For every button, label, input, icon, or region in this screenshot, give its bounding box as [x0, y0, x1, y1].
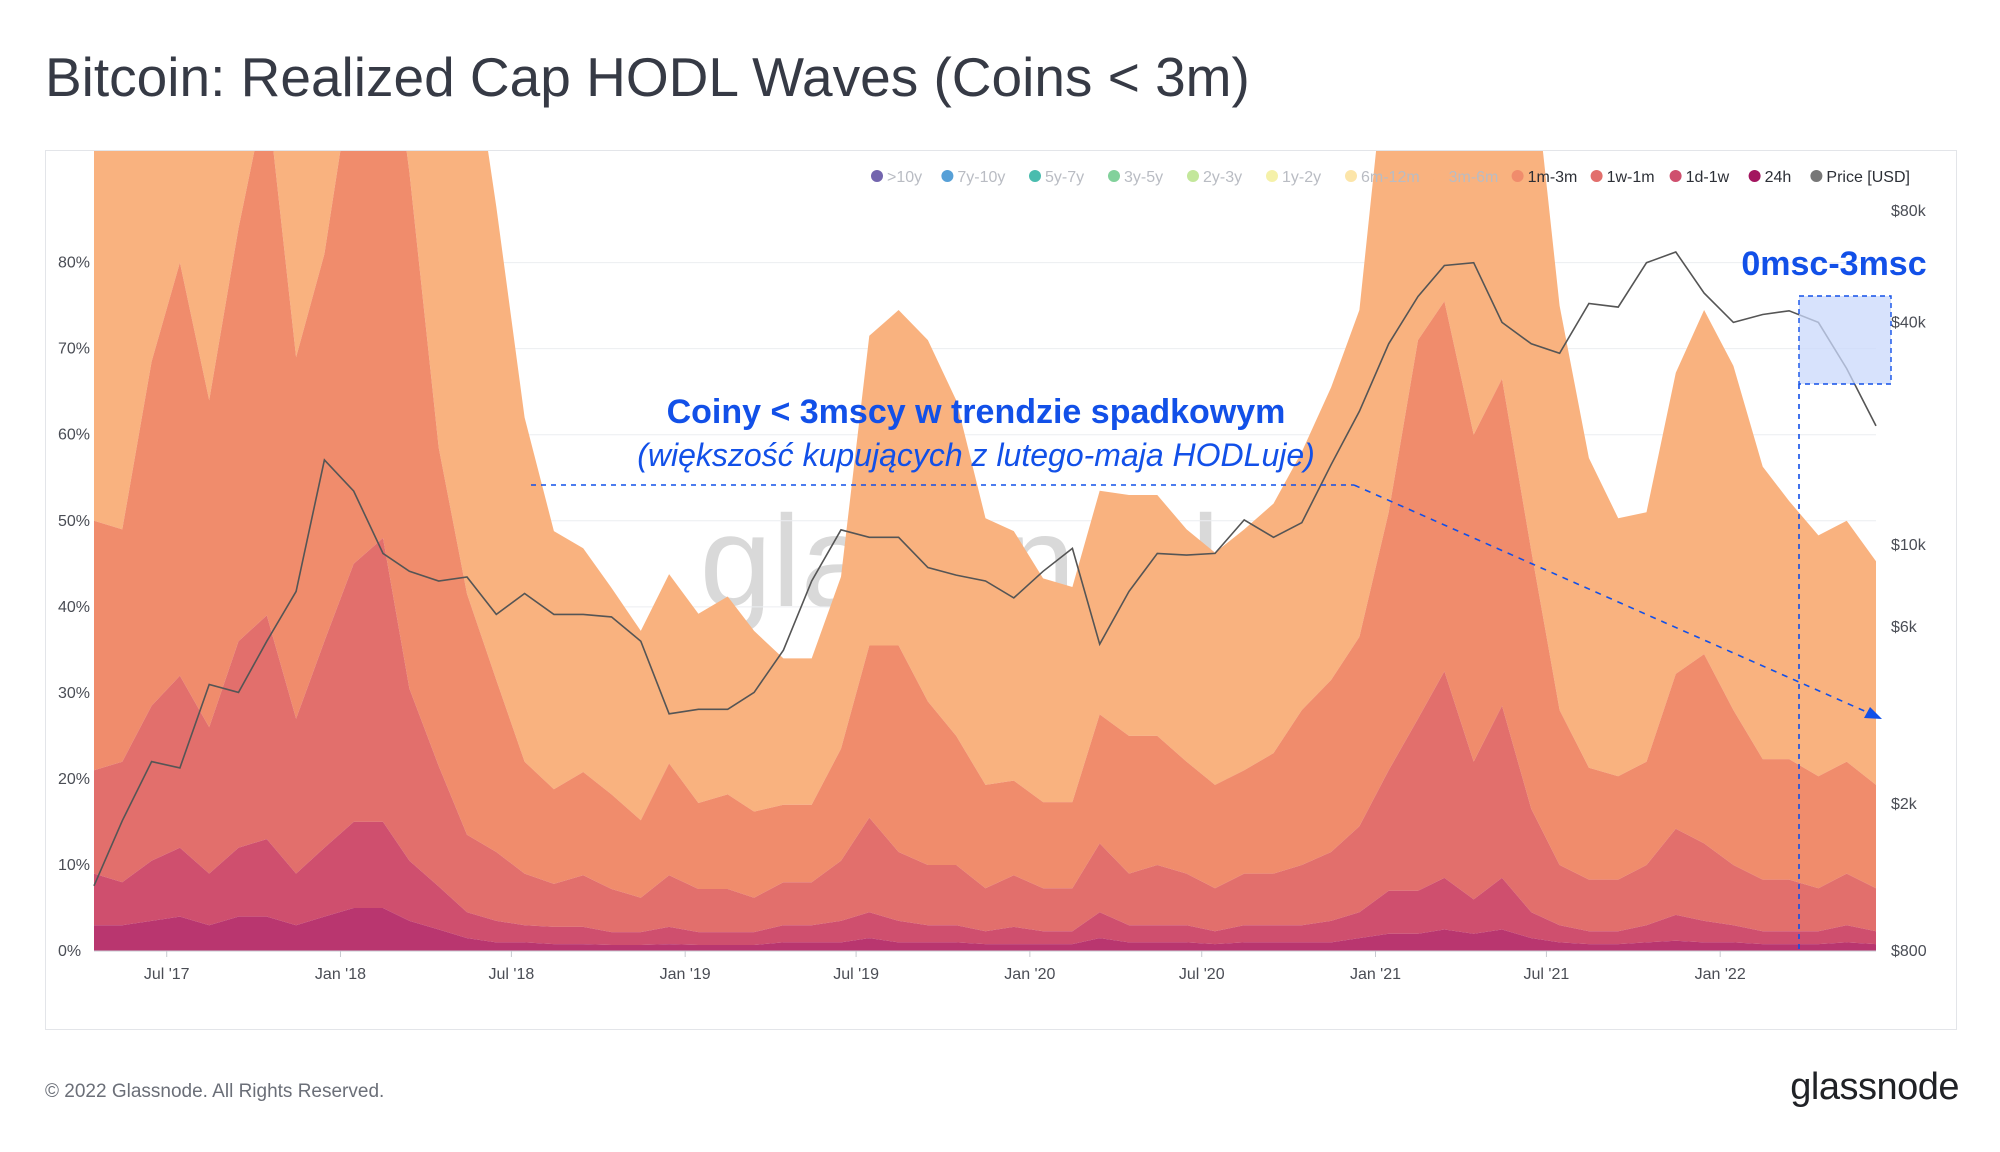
y-right-tick-label: $6k: [1891, 619, 1918, 636]
x-tick-label: Jan '19: [660, 966, 711, 983]
y-right-tick-label: $2k: [1891, 796, 1918, 813]
legend-label: 24h: [1765, 169, 1792, 186]
legend-item-1w-1m[interactable]: 1w-1m: [1590, 169, 1655, 186]
legend-item-7y-10y[interactable]: 7y-10y: [941, 169, 1005, 186]
legend-label: 3y-5y: [1124, 169, 1163, 186]
area-1w-1m: [94, 538, 1876, 933]
area-1m-3m: [94, 151, 1876, 898]
legend-dot-icon: [1187, 170, 1199, 182]
legend-dot-icon: [1266, 170, 1278, 182]
legend[interactable]: >10y 7y-10y 5y-7y 3y-5y 2y-3y 1y-2y 6m-12m 3m-6…: [871, 169, 1910, 186]
legend-label: 1y-2y: [1282, 169, 1321, 186]
legend-item-1d-1w[interactable]: 1d-1w: [1669, 169, 1730, 186]
x-tick-label: Jul '20: [1179, 966, 1225, 983]
legend-item->10y[interactable]: >10y: [871, 169, 922, 186]
legend-label: Price [USD]: [1826, 169, 1910, 186]
legend-dot-icon: [1590, 170, 1603, 182]
x-tick-label: Jul '21: [1524, 966, 1570, 983]
legend-item-3m-6m[interactable]: 3m-6m: [1432, 169, 1499, 186]
y-left-tick-label: 10%: [58, 857, 90, 874]
legend-label: 3m-6m: [1449, 169, 1499, 186]
legend-label: 5y-7y: [1045, 169, 1084, 186]
y-left-tick-label: 0%: [58, 943, 81, 960]
y-left-tick-label: 40%: [58, 599, 90, 616]
price-line: [93, 251, 1877, 887]
legend-label: 1m-3m: [1528, 169, 1578, 186]
legend-item-6m-12m[interactable]: 6m-12m: [1345, 169, 1420, 186]
legend-label: 6m-12m: [1361, 169, 1420, 186]
legend-dot-icon: [1669, 170, 1682, 182]
legend-item-3y-5y[interactable]: 3y-5y: [1108, 169, 1163, 186]
legend-item-24h[interactable]: 24h: [1748, 169, 1792, 186]
y-left-tick-label: 80%: [58, 255, 90, 272]
annotation-box-label: 0msc-3msc: [1741, 245, 1926, 283]
annotation-trend-title: Coiny < 3mscy w trendzie spadkowym: [667, 393, 1286, 431]
legend-label: 7y-10y: [957, 169, 1005, 186]
legend-label: 2y-3y: [1203, 169, 1242, 186]
x-tick-label: Jul '19: [833, 966, 879, 983]
highlight-box: [1798, 295, 1892, 385]
legend-dot-icon: [1432, 170, 1445, 182]
y-right-tick-label: $800: [1891, 943, 1927, 960]
annotations: Coiny < 3mscy w trendzie spadkowym (więks…: [531, 245, 1927, 951]
legend-dot-icon: [1345, 170, 1357, 182]
legend-item-5y-7y[interactable]: 5y-7y: [1029, 169, 1084, 186]
y-right-tick-label: $40k: [1891, 314, 1927, 331]
x-tick-label: Jul '18: [489, 966, 535, 983]
y-right-tick-label: $80k: [1891, 203, 1927, 220]
area-1d-1w: [94, 821, 1876, 945]
y-right-tick-label: $10k: [1891, 537, 1927, 554]
y-left-tick-label: 30%: [58, 685, 90, 702]
glassnode-logo: glassnode: [1790, 1066, 1959, 1108]
x-tick-label: Jan '18: [315, 966, 366, 983]
legend-item-1m-3m[interactable]: 1m-3m: [1511, 169, 1578, 186]
legend-label: 1d-1w: [1686, 169, 1730, 186]
legend-dot-icon: [941, 170, 954, 182]
y-left-tick-label: 60%: [58, 427, 90, 444]
legend-label: >10y: [887, 169, 922, 186]
y-left-tick-label: 50%: [58, 513, 90, 530]
legend-dot-icon: [1748, 170, 1761, 182]
legend-dot-icon: [1029, 170, 1041, 182]
area-layers: [94, 151, 1876, 951]
legend-label: 1w-1m: [1607, 169, 1655, 186]
price-line-group: [93, 251, 1877, 887]
legend-dot-icon: [1108, 170, 1120, 182]
y-left-tick-label: 20%: [58, 771, 90, 788]
x-tick-label: Jan '20: [1004, 966, 1055, 983]
copyright-text: © 2022 Glassnode. All Rights Reserved.: [45, 1081, 385, 1102]
x-tick-label: Jan '22: [1695, 966, 1746, 983]
legend-item-2y-3y[interactable]: 2y-3y: [1187, 169, 1242, 186]
axes: Jul '17 Jan '18 Jul '18 Jan '19 Jul '19 Jan '…: [58, 203, 1927, 983]
chart-title: Bitcoin: Realized Cap HODL Waves (Coins …: [45, 46, 1250, 108]
legend-dot-icon: [1810, 170, 1823, 182]
area-3m-6m: [94, 151, 1876, 821]
x-tick-label: Jan '21: [1350, 966, 1401, 983]
y-left-tick-label: 70%: [58, 341, 90, 358]
legend-item-1y-2y[interactable]: 1y-2y: [1266, 169, 1321, 186]
area-24h: [94, 908, 1876, 951]
legend-dot-icon: [1511, 170, 1524, 182]
legend-item-Price [USD][interactable]: Price [USD]: [1810, 169, 1910, 186]
legend-dot-icon: [871, 170, 883, 182]
x-tick-label: Jul '17: [144, 966, 190, 983]
annotation-trend-subtitle: (większość kupujących z lutego-maja HODL…: [637, 437, 1315, 473]
trend-arrow-head-icon: [1864, 707, 1882, 719]
